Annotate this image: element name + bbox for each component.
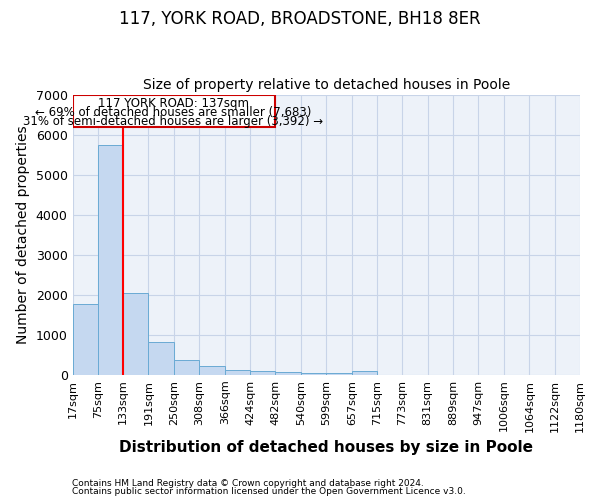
Title: Size of property relative to detached houses in Poole: Size of property relative to detached ho… — [143, 78, 510, 92]
Bar — [352, 371, 377, 375]
Bar — [73, 304, 98, 375]
FancyBboxPatch shape — [73, 95, 275, 127]
Bar — [275, 372, 301, 375]
Text: Contains public sector information licensed under the Open Government Licence v3: Contains public sector information licen… — [72, 487, 466, 496]
Bar — [199, 366, 225, 375]
Y-axis label: Number of detached properties: Number of detached properties — [16, 126, 30, 344]
Bar — [301, 373, 326, 375]
Bar — [225, 370, 250, 375]
Bar — [123, 292, 148, 375]
Bar — [98, 144, 123, 375]
Bar — [250, 371, 275, 375]
Bar — [148, 342, 174, 375]
Text: 117, YORK ROAD, BROADSTONE, BH18 8ER: 117, YORK ROAD, BROADSTONE, BH18 8ER — [119, 10, 481, 28]
Text: 117 YORK ROAD: 137sqm: 117 YORK ROAD: 137sqm — [98, 96, 249, 110]
Text: Contains HM Land Registry data © Crown copyright and database right 2024.: Contains HM Land Registry data © Crown c… — [72, 478, 424, 488]
Bar — [174, 360, 199, 375]
X-axis label: Distribution of detached houses by size in Poole: Distribution of detached houses by size … — [119, 440, 533, 455]
Bar — [326, 374, 352, 375]
Text: 31% of semi-detached houses are larger (3,392) →: 31% of semi-detached houses are larger (… — [23, 115, 323, 128]
Text: ← 69% of detached houses are smaller (7,683): ← 69% of detached houses are smaller (7,… — [35, 106, 312, 118]
